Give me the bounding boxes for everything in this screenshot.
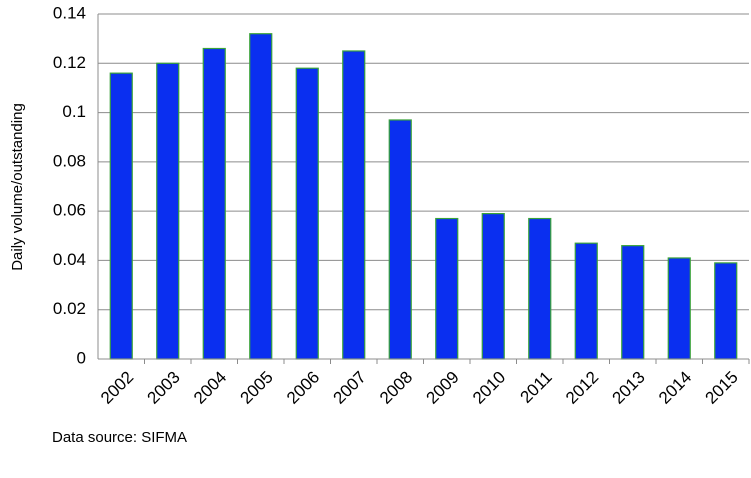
bar — [295, 67, 319, 360]
x-tick-label: 2002 — [97, 368, 137, 408]
bar — [342, 50, 366, 360]
bar — [202, 47, 226, 360]
x-tick-label: 2004 — [190, 368, 230, 408]
y-axis-label: Daily volume/outstanding — [9, 103, 26, 271]
x-tick-label: 2014 — [655, 368, 695, 408]
y-tick-label: 0.06 — [53, 201, 86, 220]
y-tick-label: 0 — [77, 348, 86, 367]
bar — [249, 33, 273, 360]
bar — [714, 262, 738, 360]
bar — [481, 213, 505, 360]
y-tick-label: 0.02 — [53, 299, 86, 318]
y-tick-label: 0.14 — [53, 3, 86, 22]
x-tick-label: 2003 — [144, 368, 184, 408]
x-tick-label: 2012 — [562, 368, 602, 408]
bar — [156, 62, 180, 360]
x-tick-label: 2006 — [283, 368, 323, 408]
x-tick-label: 2007 — [330, 368, 370, 408]
x-tick-label: 2010 — [469, 368, 509, 408]
y-tick-label: 0.04 — [53, 250, 86, 269]
x-tick-label: 2015 — [702, 368, 742, 408]
y-tick-label: 0.12 — [53, 53, 86, 72]
bar — [109, 72, 133, 360]
bar — [435, 217, 459, 360]
x-tick-label: 2005 — [237, 368, 277, 408]
x-tick-label: 2013 — [609, 368, 649, 408]
x-tick-label: 2011 — [516, 368, 555, 407]
annotation: Data source: SIFMA — [52, 429, 187, 446]
bar — [667, 257, 691, 360]
x-tick-label: 2009 — [423, 368, 463, 408]
y-tick-label: 0.08 — [53, 151, 86, 170]
bar — [621, 245, 645, 360]
bar — [388, 119, 412, 360]
x-tick-label: 2008 — [376, 368, 416, 408]
bar — [574, 242, 598, 360]
y-tick-label: 0.1 — [62, 102, 86, 121]
bar — [528, 217, 552, 360]
